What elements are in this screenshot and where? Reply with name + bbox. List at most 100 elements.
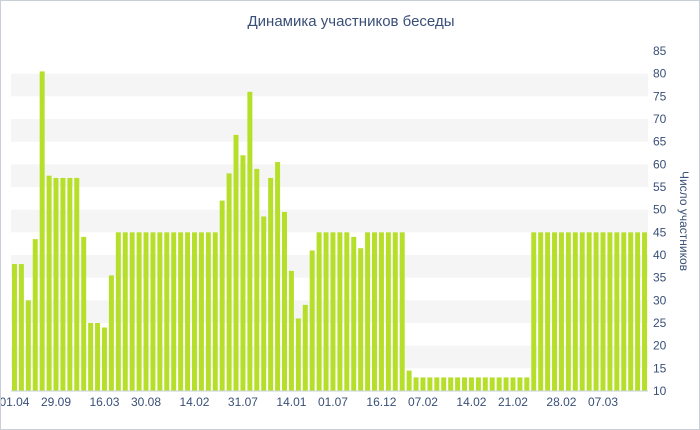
bar bbox=[378, 232, 384, 391]
y-tick-label: 40 bbox=[653, 248, 667, 262]
bar bbox=[330, 232, 336, 391]
bar bbox=[226, 173, 232, 391]
x-tick-label: 30.08 bbox=[131, 395, 161, 409]
bar bbox=[115, 232, 121, 391]
bar bbox=[482, 377, 488, 391]
x-tick-label: 07.03 bbox=[588, 395, 618, 409]
grid-band bbox=[11, 209, 648, 233]
x-tick-label: 16.03 bbox=[89, 395, 119, 409]
bar bbox=[558, 232, 564, 391]
grid-band bbox=[11, 119, 648, 142]
x-tick-label: 31.07 bbox=[228, 395, 258, 409]
bar bbox=[448, 377, 454, 391]
y-tick-label: 70 bbox=[653, 112, 667, 126]
bar bbox=[32, 239, 38, 391]
y-tick-label: 85 bbox=[653, 44, 667, 58]
bar bbox=[164, 232, 170, 391]
y-tick-label: 25 bbox=[653, 316, 667, 330]
bar bbox=[475, 377, 481, 391]
x-tick-label: 14.01 bbox=[276, 395, 306, 409]
bar bbox=[74, 177, 80, 391]
bar bbox=[434, 377, 440, 391]
bar bbox=[503, 377, 509, 391]
bar bbox=[212, 232, 218, 391]
bar bbox=[621, 232, 627, 391]
bar bbox=[406, 370, 412, 391]
y-tick-label: 60 bbox=[653, 157, 667, 171]
bar bbox=[600, 232, 606, 391]
bar bbox=[302, 304, 308, 391]
bar bbox=[455, 377, 461, 391]
bar bbox=[628, 232, 634, 391]
bar bbox=[157, 232, 163, 391]
bar bbox=[489, 377, 495, 391]
bar bbox=[531, 232, 537, 391]
bar bbox=[323, 232, 329, 391]
bar bbox=[108, 275, 114, 391]
bar bbox=[579, 232, 585, 391]
bar bbox=[46, 175, 52, 391]
chart-title: Динамика участников беседы bbox=[247, 13, 455, 30]
bar bbox=[441, 377, 447, 391]
bar bbox=[552, 232, 558, 391]
bar bbox=[316, 232, 322, 391]
bar bbox=[593, 232, 599, 391]
bar bbox=[275, 162, 281, 391]
bar bbox=[11, 264, 17, 391]
bar bbox=[635, 232, 641, 391]
bar bbox=[25, 300, 31, 391]
y-tick-label: 75 bbox=[653, 89, 667, 103]
grid-band bbox=[11, 73, 648, 97]
y-tick-label: 65 bbox=[653, 135, 667, 149]
bar bbox=[427, 377, 433, 391]
bar bbox=[385, 232, 391, 391]
y-tick-label: 15 bbox=[653, 361, 667, 375]
bar bbox=[295, 318, 301, 391]
bar bbox=[420, 377, 426, 391]
grid-band bbox=[11, 345, 648, 369]
y-tick-label: 35 bbox=[653, 271, 667, 285]
bar bbox=[53, 177, 59, 391]
x-tick-label: 01.07 bbox=[318, 395, 348, 409]
bar bbox=[524, 377, 530, 391]
bar bbox=[614, 232, 620, 391]
y-axis-title: Число участников bbox=[677, 171, 691, 271]
bar bbox=[39, 71, 45, 392]
bar bbox=[565, 232, 571, 391]
x-tick-label: 07.02 bbox=[408, 395, 438, 409]
x-tick-label: 14.02 bbox=[179, 395, 209, 409]
bar bbox=[462, 377, 468, 391]
bar bbox=[351, 236, 357, 391]
bar bbox=[517, 377, 523, 391]
bar bbox=[185, 232, 191, 391]
bar bbox=[101, 327, 107, 391]
bar bbox=[309, 250, 315, 391]
x-tick-label: 14.02 bbox=[456, 395, 486, 409]
bar bbox=[171, 232, 177, 391]
y-tick-label: 10 bbox=[653, 384, 667, 398]
bar bbox=[205, 232, 211, 391]
bar bbox=[545, 232, 551, 391]
bar bbox=[365, 232, 371, 391]
y-tick-label: 45 bbox=[653, 225, 667, 239]
bar bbox=[191, 232, 197, 391]
bar bbox=[344, 232, 350, 391]
bar bbox=[468, 377, 474, 391]
bar bbox=[81, 236, 87, 391]
bar bbox=[143, 232, 149, 391]
bar bbox=[198, 232, 204, 391]
grid-band bbox=[11, 255, 648, 278]
bar bbox=[607, 232, 613, 391]
x-tick-label: 28.02 bbox=[546, 395, 576, 409]
bar bbox=[67, 177, 73, 391]
bar bbox=[282, 211, 287, 391]
bar bbox=[247, 91, 253, 392]
grid-band bbox=[11, 300, 648, 323]
bar bbox=[372, 232, 377, 391]
grid-band bbox=[11, 164, 648, 187]
bar bbox=[136, 232, 142, 391]
bar bbox=[254, 168, 260, 391]
bar bbox=[510, 377, 516, 391]
